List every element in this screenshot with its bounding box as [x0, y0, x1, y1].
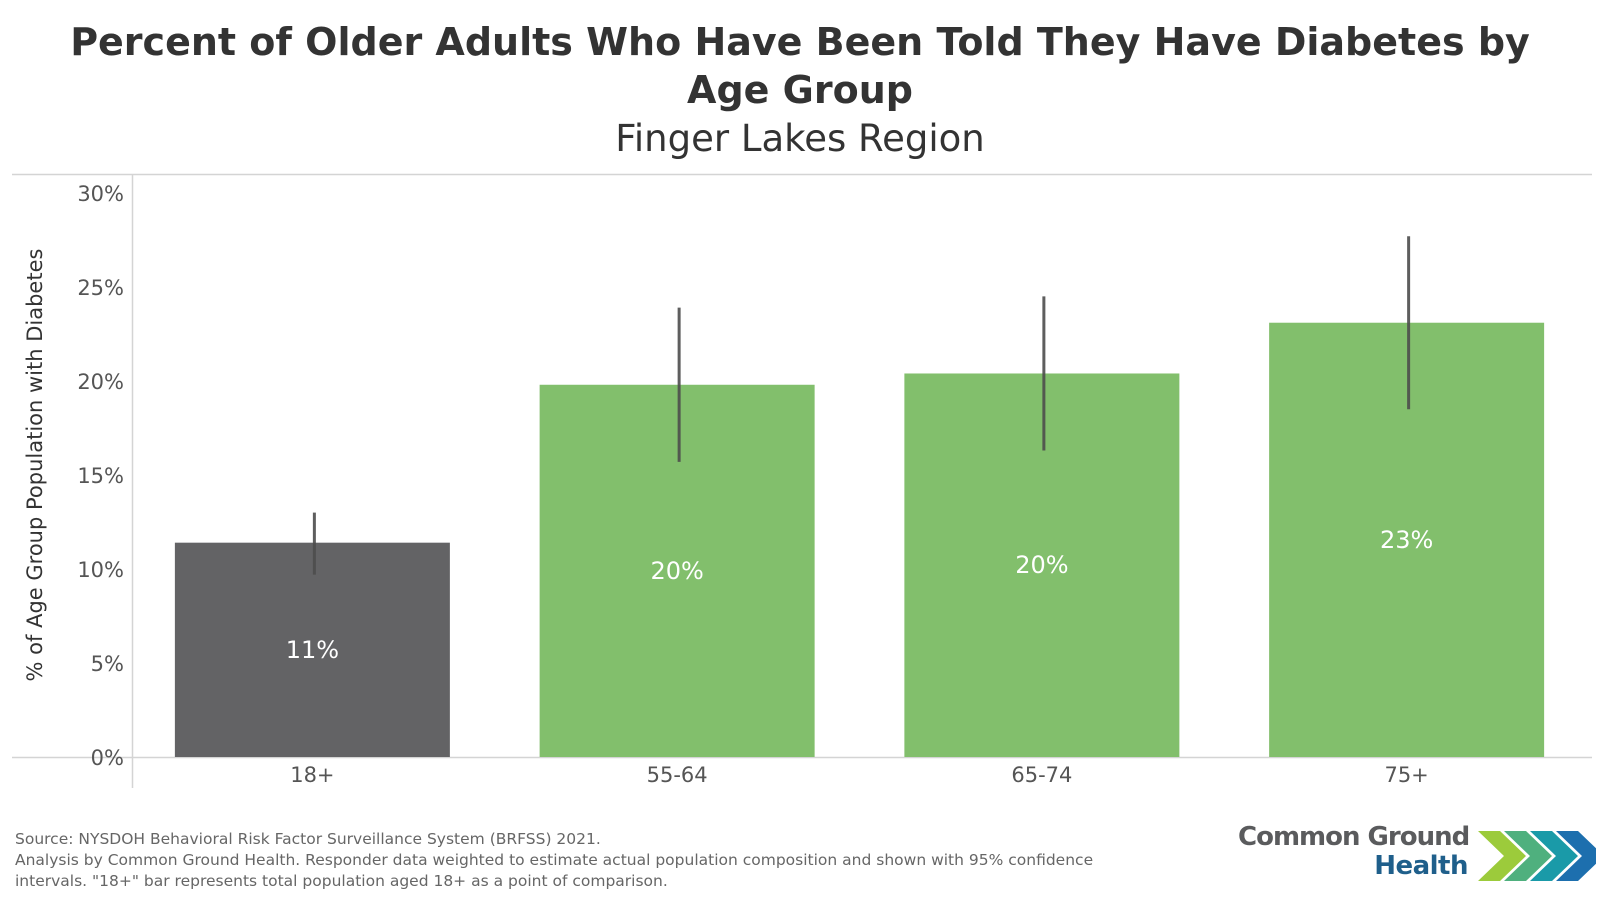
bar-75+: [1269, 322, 1545, 757]
y-tick-label: 15%: [77, 464, 124, 488]
source-line-1: Source: NYSDOH Behavioral Risk Factor Su…: [15, 830, 601, 848]
y-tick-label: 25%: [77, 276, 124, 300]
y-tick-label: 5%: [91, 652, 124, 676]
data-label-18+: 11%: [286, 636, 339, 664]
logo-text-line-2: Health: [1374, 851, 1468, 881]
y-axis-label: % of Age Group Population with Diabetes: [23, 249, 47, 682]
error-bars: [312, 236, 1411, 575]
source-line-2: Analysis by Common Ground Health. Respon…: [15, 851, 1094, 869]
chevron-shape: [1478, 831, 1526, 881]
x-tick-label-18+: 18+: [290, 763, 334, 787]
y-tick-label: 10%: [77, 558, 124, 582]
x-tick-label-65-74: 65-74: [1011, 763, 1072, 787]
chevron-shape: [1556, 831, 1596, 881]
source-note: Source: NYSDOH Behavioral Risk Factor Su…: [15, 829, 1215, 892]
chart-title-line-2: Age Group: [687, 68, 913, 112]
chart-subtitle: Finger Lakes Region: [615, 117, 985, 160]
chevron-shape: [1530, 831, 1578, 881]
chart-title-line-1: Percent of Older Adults Who Have Been To…: [70, 20, 1530, 64]
y-tick-label: 20%: [77, 370, 124, 394]
x-tick-labels: 18+ 55-64 65-74 75+: [290, 763, 1429, 787]
y-tick-label: 30%: [77, 182, 124, 206]
source-line-3: intervals. "18+" bar represents total po…: [15, 872, 668, 890]
chevron-shape: [1504, 831, 1552, 881]
logo-text-line-1: Common Ground: [1238, 822, 1470, 852]
bar-65-74: [904, 373, 1180, 757]
data-labels: 11% 20% 20% 23%: [286, 526, 1434, 664]
chart-title: Percent of Older Adults Who Have Been To…: [0, 18, 1600, 114]
bars: [174, 322, 1545, 757]
x-tick-label-75+: 75+: [1384, 763, 1428, 787]
chevrons-icon: [1478, 831, 1596, 881]
x-tick-label-55-64: 55-64: [647, 763, 708, 787]
bar-chart: % of Age Group Population with Diabetes …: [12, 173, 1592, 788]
y-tick-labels: 0% 5% 10% 15% 20% 25% 30%: [77, 182, 124, 770]
bar-55-64: [539, 384, 815, 757]
common-ground-health-logo: Common Ground Health: [1238, 822, 1598, 892]
data-label-55-64: 20%: [650, 557, 703, 585]
y-tick-label: 0%: [91, 746, 124, 770]
data-label-75+: 23%: [1380, 526, 1433, 554]
data-label-65-74: 20%: [1015, 551, 1068, 579]
bar-18+: [174, 542, 450, 757]
